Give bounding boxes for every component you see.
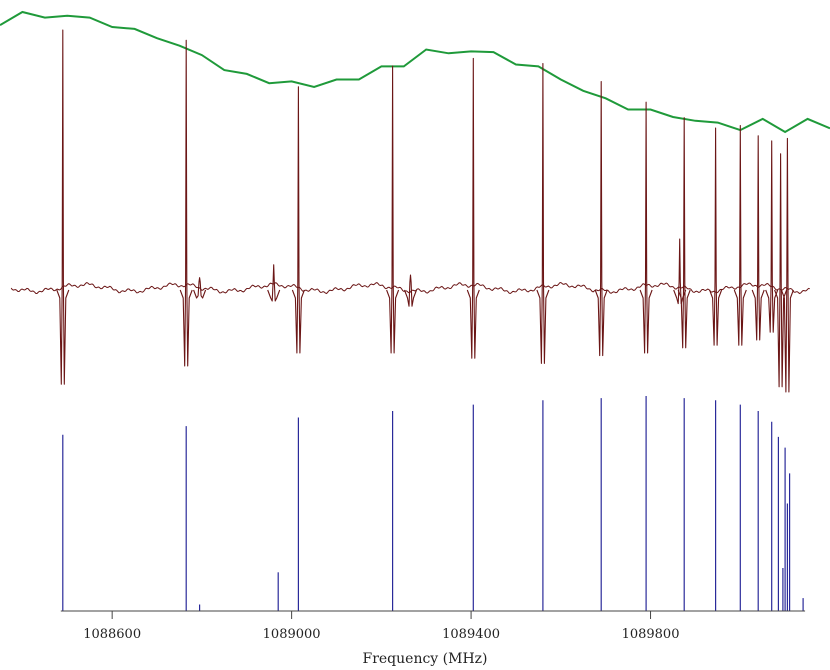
spectrum-peak <box>291 86 305 354</box>
spectrum-baseline <box>10 281 810 295</box>
spectrum-peak <box>751 135 765 341</box>
spectrum-peak <box>536 62 550 364</box>
spectrum-small-feature <box>673 238 687 305</box>
spectrum-peak <box>677 117 691 349</box>
spectrum-peak <box>733 124 747 346</box>
x-axis-title: Frequency (MHz) <box>362 651 487 667</box>
x-axis: 1088600 1089000 1089400 1089800 <box>60 610 806 642</box>
spectrum-peak <box>56 29 70 385</box>
spectrum-peak <box>386 65 400 354</box>
spectrum-peak <box>709 127 723 346</box>
spectrum-peak <box>594 81 608 357</box>
spectrum-small-feature <box>267 264 281 302</box>
spectrum-peak <box>466 57 480 359</box>
spectrum-peak <box>639 101 653 354</box>
spectrum-peak <box>780 137 794 393</box>
envelope-series <box>0 10 830 134</box>
spectrum-peak <box>774 153 788 388</box>
envelope-line <box>0 10 830 134</box>
x-tick-label: 1088600 <box>83 627 141 642</box>
x-tick-label: 1089400 <box>442 627 500 642</box>
spectrum-peak <box>765 140 779 333</box>
x-tick-label: 1089000 <box>263 627 321 642</box>
x-tick-label: 1089800 <box>622 627 680 642</box>
spectrum-small-feature <box>403 274 418 307</box>
spectrum-peak <box>179 39 193 367</box>
spectrum-small-feature <box>193 277 207 299</box>
stick-spectrum-series <box>62 396 804 611</box>
observed-spectrum-series <box>10 29 810 393</box>
